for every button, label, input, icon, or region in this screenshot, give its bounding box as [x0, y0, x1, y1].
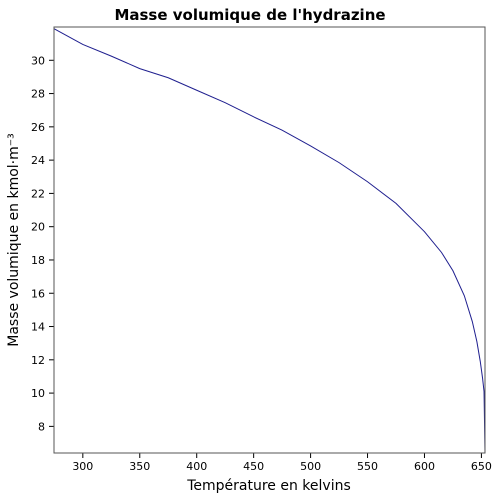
y-tick-label: 18	[31, 254, 45, 267]
y-axis-label: Masse volumique en kmol·m⁻³	[6, 133, 22, 347]
plot-area: 300 350 400 450 500 550 600 650 8 10 12 14 16 18 20 22 2…	[31, 28, 492, 473]
y-tick-label: 30	[31, 54, 45, 67]
y-tick-label: 12	[31, 354, 45, 367]
x-axis-label: Température en kelvins	[186, 478, 351, 494]
x-tick-label: 550	[357, 460, 378, 473]
series-line	[53, 28, 486, 454]
y-tick-label: 24	[31, 154, 45, 167]
y-tick-label: 8	[38, 420, 45, 433]
x-tick-label: 600	[414, 460, 435, 473]
x-tick-label: 400	[186, 460, 207, 473]
x-tick-label: 650	[471, 460, 492, 473]
y-tick-label: 22	[31, 187, 45, 200]
chart-title: Masse volumique de l'hydrazine	[114, 6, 385, 24]
y-tick-label: 26	[31, 121, 45, 134]
y-tick-label: 10	[31, 387, 45, 400]
y-tick-label: 20	[31, 221, 45, 234]
x-tick-label: 450	[243, 460, 264, 473]
plot-frame	[53, 26, 486, 454]
y-tick-label: 28	[31, 88, 45, 101]
x-tick-label: 300	[72, 460, 93, 473]
y-tick-label: 14	[31, 321, 45, 334]
y-tick-label: 16	[31, 287, 45, 300]
x-tick-label: 350	[129, 460, 150, 473]
x-tick-label: 500	[300, 460, 321, 473]
